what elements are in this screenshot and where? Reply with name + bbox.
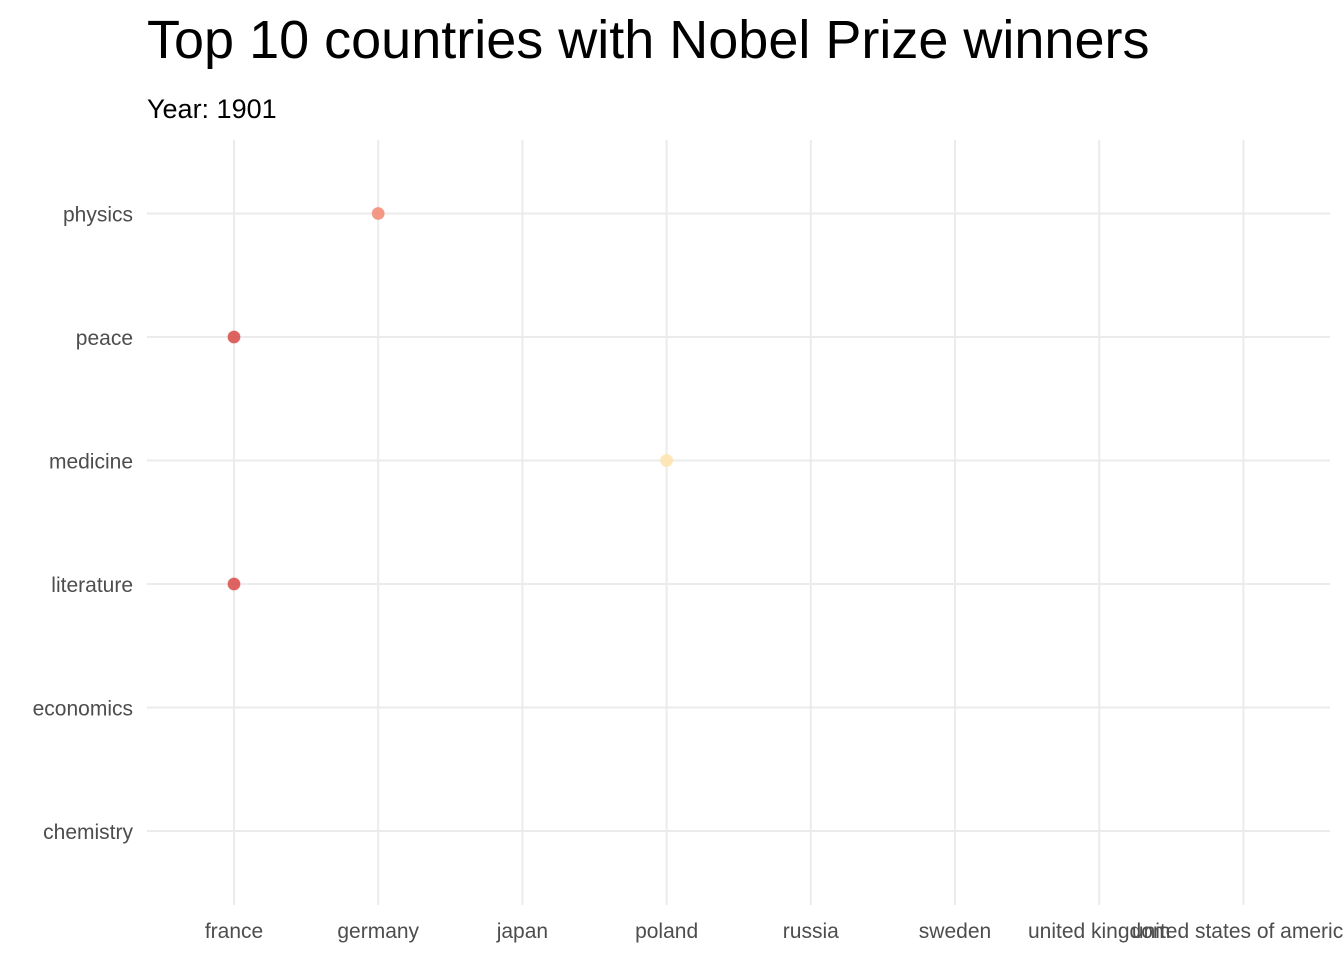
data-point-poland-medicine [660,454,674,467]
x-gridlines [233,140,1245,905]
y-tick-label-physics: physics [63,204,133,227]
data-point-germany-physics [371,207,385,220]
x-tick-label-sweden: sweden [919,920,991,943]
data-points [227,207,674,591]
x-tick-label-japan: japan [496,920,548,943]
x-tick-label-russia: russia [783,920,839,943]
x-tick-label-united-kingdom: united kingdom [1028,920,1170,943]
data-point-france-literature [227,577,241,591]
chart-subtitle: Year: 1901 [147,94,277,124]
x-tick-label-poland: poland [635,920,698,943]
y-axis-ticks: chemistry economics literature medicine peac… [33,204,134,845]
x-tick-label-france: france [205,920,263,943]
x-tick-label-united-states-of-america: united states of america [1132,920,1344,943]
y-tick-label-economics: economics [33,698,133,721]
y-gridlines [147,212,1330,832]
x-axis-ticks: france germany japan poland russia sweden unit… [205,920,1344,943]
y-tick-label-peace: peace [76,327,133,350]
y-tick-label-literature: literature [51,574,133,597]
y-tick-label-chemistry: chemistry [43,821,133,844]
y-tick-label-medicine: medicine [49,451,133,474]
data-point-france-peace [227,330,241,344]
x-tick-label-germany: germany [337,920,419,943]
chart-title: Top 10 countries with Nobel Prize winner… [147,10,1149,70]
